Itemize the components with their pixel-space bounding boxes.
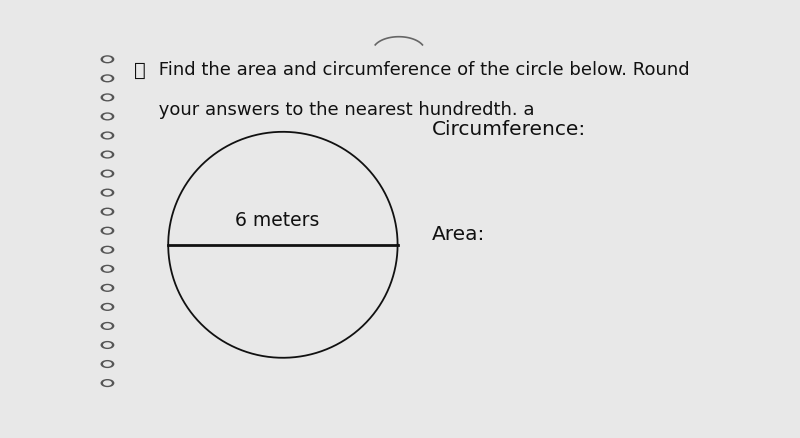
Circle shape — [104, 267, 111, 271]
Circle shape — [104, 172, 111, 176]
Text: 6 meters: 6 meters — [234, 211, 319, 230]
Circle shape — [102, 132, 114, 139]
Circle shape — [102, 247, 114, 253]
Circle shape — [102, 265, 114, 272]
Circle shape — [104, 210, 111, 214]
Text: Find the area and circumference of the circle below. Round: Find the area and circumference of the c… — [153, 61, 690, 79]
Circle shape — [102, 360, 114, 367]
Circle shape — [104, 191, 111, 194]
Circle shape — [102, 208, 114, 215]
Text: ⓙ: ⓙ — [134, 61, 146, 80]
Circle shape — [104, 57, 111, 61]
Circle shape — [104, 95, 111, 99]
Circle shape — [104, 76, 111, 81]
Circle shape — [104, 152, 111, 156]
Circle shape — [104, 114, 111, 118]
Circle shape — [102, 113, 114, 120]
Circle shape — [102, 380, 114, 386]
Circle shape — [102, 284, 114, 291]
Circle shape — [104, 381, 111, 385]
Circle shape — [104, 229, 111, 233]
Circle shape — [102, 342, 114, 348]
Circle shape — [102, 304, 114, 310]
Circle shape — [102, 151, 114, 158]
Circle shape — [102, 56, 114, 63]
Circle shape — [104, 343, 111, 347]
Circle shape — [104, 248, 111, 252]
Circle shape — [104, 305, 111, 309]
Circle shape — [104, 134, 111, 138]
Text: your answers to the nearest hundredth. a: your answers to the nearest hundredth. a — [153, 102, 534, 120]
Circle shape — [104, 362, 111, 366]
Circle shape — [102, 75, 114, 82]
Circle shape — [102, 322, 114, 329]
Circle shape — [104, 286, 111, 290]
Circle shape — [102, 170, 114, 177]
Circle shape — [102, 94, 114, 101]
Circle shape — [102, 227, 114, 234]
Text: Area:: Area: — [432, 225, 485, 244]
Text: Circumference:: Circumference: — [432, 120, 586, 139]
Circle shape — [104, 324, 111, 328]
Circle shape — [102, 189, 114, 196]
